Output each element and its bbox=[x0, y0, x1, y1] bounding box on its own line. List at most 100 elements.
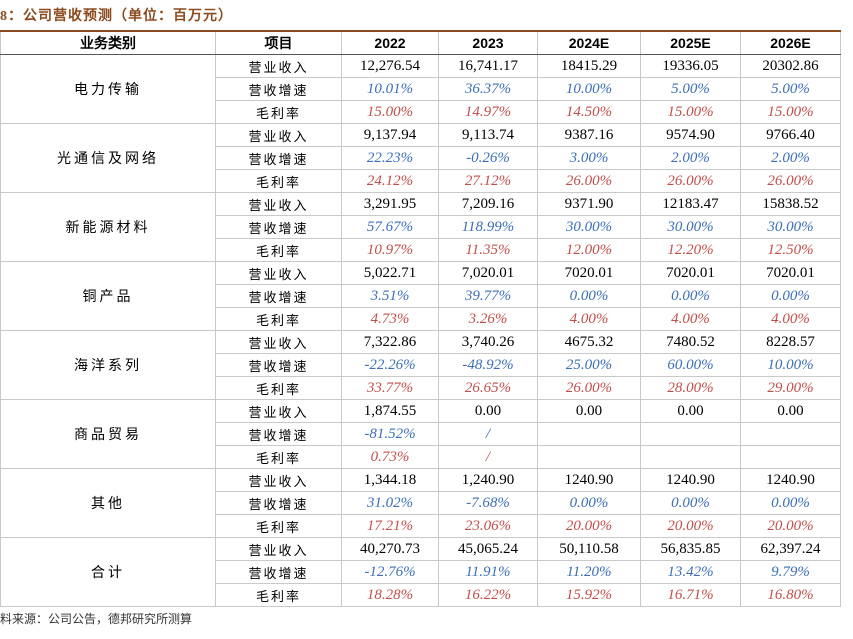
value-cell: 3,291.95 bbox=[341, 192, 439, 216]
column-header: 2025E bbox=[640, 30, 741, 55]
value-cell: -22.26% bbox=[341, 353, 439, 377]
item-cell: 毛利率 bbox=[215, 307, 342, 331]
category-cell: 海洋系列 bbox=[0, 330, 216, 400]
table-row: 商品贸易 营业收入 1,874.55 0.00 0.00 0.00 0.00 bbox=[0, 399, 841, 469]
value-cell: 30.00% bbox=[740, 215, 841, 239]
value-cell: 1,240.90 bbox=[438, 468, 538, 492]
value-cell: -12.76% bbox=[341, 560, 439, 584]
value-cell: 7,209.16 bbox=[438, 192, 538, 216]
value-cell: 4.00% bbox=[740, 307, 841, 331]
value-cell: 56,835.85 bbox=[640, 537, 741, 561]
value-cell: 17.21% bbox=[341, 514, 439, 538]
category-cell: 电力传输 bbox=[0, 54, 216, 124]
value-cell: 7,322.86 bbox=[341, 330, 439, 354]
value-cell: 4675.32 bbox=[537, 330, 641, 354]
item-cell: 营收增速 bbox=[215, 422, 342, 446]
item-cell: 毛利率 bbox=[215, 445, 342, 469]
value-cell: 15.00% bbox=[640, 100, 741, 124]
table-row: 毛利率 15.00% 14.97% 14.50% 15.00% 15.00% bbox=[1, 100, 841, 124]
value-cell: 11.91% bbox=[438, 560, 538, 584]
value-cell: / bbox=[438, 445, 538, 469]
value-cell: 3.26% bbox=[438, 307, 538, 331]
item-cell: 毛利率 bbox=[215, 238, 342, 262]
value-cell: -7.68% bbox=[438, 491, 538, 515]
value-cell: 26.00% bbox=[537, 376, 641, 400]
value-cell: 118.99% bbox=[438, 215, 538, 239]
value-cell: 2.00% bbox=[640, 146, 741, 170]
value-cell: 0.00% bbox=[537, 491, 641, 515]
value-cell: 26.00% bbox=[740, 169, 841, 193]
table-row: 海洋系列 营业收入 7,322.86 3,740.26 4675.32 7480.52 82… bbox=[0, 330, 841, 400]
item-cell: 毛利率 bbox=[215, 514, 342, 538]
item-cell: 营收增速 bbox=[215, 491, 342, 515]
value-cell: 11.20% bbox=[537, 560, 641, 584]
value-cell: 3.51% bbox=[341, 284, 439, 308]
item-cell: 营业收入 bbox=[215, 192, 342, 216]
value-cell: 62,397.24 bbox=[740, 537, 841, 561]
value-cell: 12,276.54 bbox=[341, 54, 439, 78]
value-cell: 23.06% bbox=[438, 514, 538, 538]
value-cell: -81.52% bbox=[341, 422, 439, 446]
header-row: 业务类别 项目 2022 2023 2024E 2025E 2026E bbox=[0, 30, 841, 55]
value-cell: 11.35% bbox=[438, 238, 538, 262]
column-header: 业务类别 bbox=[0, 30, 216, 55]
value-cell: 0.00% bbox=[537, 284, 641, 308]
value-cell: 1,344.18 bbox=[341, 468, 439, 492]
value-cell: 33.77% bbox=[341, 376, 439, 400]
value-cell: 2.00% bbox=[740, 146, 841, 170]
item-cell: 营收增速 bbox=[215, 284, 342, 308]
table-row: 营收增速 31.02% -7.68% 0.00% 0.00% 0.00% bbox=[1, 491, 841, 515]
empty-cell bbox=[537, 445, 641, 469]
item-cell: 营业收入 bbox=[215, 330, 342, 354]
table-row: 毛利率 17.21% 23.06% 20.00% 20.00% 20.00% bbox=[1, 514, 841, 538]
table-row: 光通信及网络 营业收入 9,137.94 9,113.74 9387.16 9574.90… bbox=[0, 123, 841, 193]
table-row: 毛利率 18.28% 16.22% 15.92% 16.71% 16.80% bbox=[1, 583, 841, 607]
value-cell: 0.00% bbox=[640, 491, 741, 515]
value-cell: 5.00% bbox=[640, 77, 741, 101]
value-cell: 7020.01 bbox=[740, 261, 841, 285]
value-cell: 22.23% bbox=[341, 146, 439, 170]
value-cell: 10.00% bbox=[537, 77, 641, 101]
value-cell: 4.00% bbox=[537, 307, 641, 331]
item-cell: 营业收入 bbox=[215, 399, 342, 423]
empty-cell bbox=[740, 445, 841, 469]
value-cell: 50,110.58 bbox=[537, 537, 641, 561]
item-cell: 毛利率 bbox=[215, 583, 342, 607]
item-cell: 营业收入 bbox=[215, 468, 342, 492]
empty-cell bbox=[740, 422, 841, 446]
value-cell: 57.67% bbox=[341, 215, 439, 239]
value-cell: 0.00% bbox=[740, 284, 841, 308]
value-cell: 0.73% bbox=[341, 445, 439, 469]
category-cell: 合计 bbox=[0, 537, 216, 607]
value-cell: 0.00 bbox=[740, 399, 841, 423]
forecast-table: 业务类别 项目 2022 2023 2024E 2025E 2026E 电力传输营业收入 12… bbox=[0, 30, 841, 607]
item-cell: 营收增速 bbox=[215, 146, 342, 170]
value-cell: 12.20% bbox=[640, 238, 741, 262]
table-title: 8：公司营收预测（单位：百万元） bbox=[0, 9, 233, 24]
item-cell: 营业收入 bbox=[215, 537, 342, 561]
value-cell: 8228.57 bbox=[740, 330, 841, 354]
value-cell: 4.00% bbox=[640, 307, 741, 331]
value-cell: 12.50% bbox=[740, 238, 841, 262]
value-cell: 7020.01 bbox=[640, 261, 741, 285]
value-cell: 36.37% bbox=[438, 77, 538, 101]
value-cell: 30.00% bbox=[640, 215, 741, 239]
value-cell: 9371.90 bbox=[537, 192, 641, 216]
value-cell: 1,874.55 bbox=[341, 399, 439, 423]
value-cell: 9387.16 bbox=[537, 123, 641, 147]
value-cell: 30.00% bbox=[537, 215, 641, 239]
category-cell: 光通信及网络 bbox=[0, 123, 216, 193]
item-cell: 营业收入 bbox=[215, 261, 342, 285]
table-row: 合计 营业收入 40,270.73 45,065.24 50,110.58 56,835.… bbox=[0, 537, 841, 607]
table-row: 营收增速 10.01% 36.37% 10.00% 5.00% 5.00% bbox=[1, 77, 841, 101]
value-cell: 12183.47 bbox=[640, 192, 741, 216]
value-cell: 5.00% bbox=[740, 77, 841, 101]
value-cell: 15.00% bbox=[341, 100, 439, 124]
value-cell: 7020.01 bbox=[537, 261, 641, 285]
value-cell: 26.65% bbox=[438, 376, 538, 400]
value-cell: 7,020.01 bbox=[438, 261, 538, 285]
value-cell: 9,137.94 bbox=[341, 123, 439, 147]
table-row: 其他 营业收入 1,344.18 1,240.90 1240.90 1240.90 1240… bbox=[0, 468, 841, 538]
value-cell: 16,741.17 bbox=[438, 54, 538, 78]
value-cell: 1240.90 bbox=[537, 468, 641, 492]
